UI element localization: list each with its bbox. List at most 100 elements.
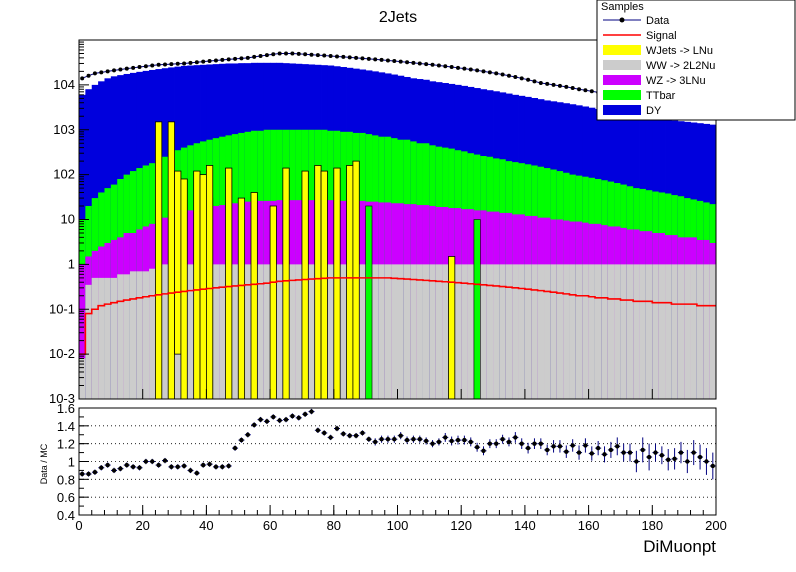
ratio-point (710, 463, 716, 469)
wjets-spike (174, 170, 182, 355)
data-point (188, 60, 193, 65)
ww-bar (397, 264, 405, 399)
x-tick-label: 20 (135, 518, 149, 533)
legend-marker (619, 17, 625, 23)
ratio-point (150, 459, 155, 464)
x-tick-label: 60 (263, 518, 277, 533)
data-point (449, 65, 454, 70)
ratio-point (544, 447, 550, 453)
x-tick-label: 80 (327, 518, 341, 533)
ratio-point (111, 468, 117, 473)
ww-bar (91, 277, 99, 399)
ratio-point (627, 450, 633, 455)
ww-bar (563, 264, 570, 399)
ratio-point (156, 462, 161, 468)
data-point (583, 88, 588, 93)
ratio-point (436, 439, 442, 445)
ratio-point (341, 431, 346, 437)
ww-bar (512, 264, 519, 399)
data-point (366, 56, 371, 61)
data-point (532, 79, 537, 84)
chart-title: 2Jets (379, 9, 417, 26)
y-tick-label: 102 (53, 167, 75, 182)
data-point (392, 59, 397, 64)
data-point (175, 61, 180, 66)
wjets-spike (193, 170, 201, 400)
ww-bar (136, 271, 144, 399)
ratio-point (277, 418, 282, 423)
wjets-spike (225, 167, 233, 400)
data-point (424, 62, 429, 67)
ww-bar (588, 264, 596, 399)
ratio-point (118, 466, 123, 471)
ratio-point (162, 458, 168, 463)
data-point (526, 77, 531, 82)
ratio-point (404, 437, 410, 443)
data-point (398, 59, 403, 64)
ratio-point (226, 463, 231, 469)
ww-bar (690, 264, 698, 399)
ratio-point (494, 441, 499, 446)
ratio-point (398, 433, 403, 438)
wjets-spike (314, 165, 322, 400)
ratio-point (659, 453, 665, 458)
y-tick-label: 10-1 (49, 301, 75, 316)
ratio-point (309, 409, 314, 414)
ratio-point (595, 445, 601, 451)
x-tick-label: 200 (705, 518, 727, 533)
data-point (194, 60, 199, 65)
ratio-y-axis: 0.4 0.6 0.8 1 1.2 1.4 1.6 (57, 401, 89, 523)
data-point (131, 65, 136, 70)
data-point (373, 57, 378, 62)
ratio-point (169, 464, 174, 470)
ratio-point (124, 462, 129, 468)
ww-bar (104, 277, 112, 399)
ratio-point (468, 439, 473, 445)
data-point (475, 68, 480, 73)
data-point (487, 70, 492, 75)
data-point (315, 53, 320, 58)
ww-bar (461, 264, 468, 399)
ratio-point (678, 450, 684, 455)
ww-bar (633, 264, 640, 399)
data-point (86, 73, 91, 78)
ww-bar (607, 264, 615, 399)
data-point (379, 57, 384, 62)
ratio-point (704, 459, 709, 464)
ww-bar (295, 264, 303, 399)
data-point (481, 69, 486, 74)
ww-bar (499, 264, 507, 399)
y-tick-label: 10 (61, 212, 75, 227)
data-point (360, 56, 365, 61)
ratio-point (589, 451, 594, 456)
data-point (456, 65, 461, 70)
ww-bar (384, 264, 392, 399)
ratio-point (366, 437, 372, 442)
ratio-tick-label: 1.6 (57, 401, 75, 416)
ww-bar (378, 264, 386, 399)
ratio-point (583, 443, 588, 448)
ratio-point (194, 470, 200, 476)
wjets-spike (269, 205, 277, 400)
ww-bar (652, 264, 660, 399)
ratio-point (685, 459, 690, 464)
ww-bar (614, 264, 621, 399)
data-point (436, 63, 441, 68)
ratio-point (564, 449, 569, 454)
data-point (252, 54, 257, 59)
data-point (99, 70, 104, 75)
ratio-point (92, 470, 98, 475)
ww-bar (219, 264, 226, 399)
ratio-point (296, 415, 301, 421)
ww-bar (556, 264, 564, 399)
signal-line (79, 277, 716, 355)
wjets-spike (282, 167, 290, 400)
ratio-point (220, 464, 225, 470)
data-point (354, 55, 359, 60)
data-point (150, 63, 155, 68)
ratio-point (137, 465, 142, 470)
ww-bar (480, 264, 488, 399)
ratio-point (239, 437, 244, 443)
ratio-point (576, 450, 582, 455)
